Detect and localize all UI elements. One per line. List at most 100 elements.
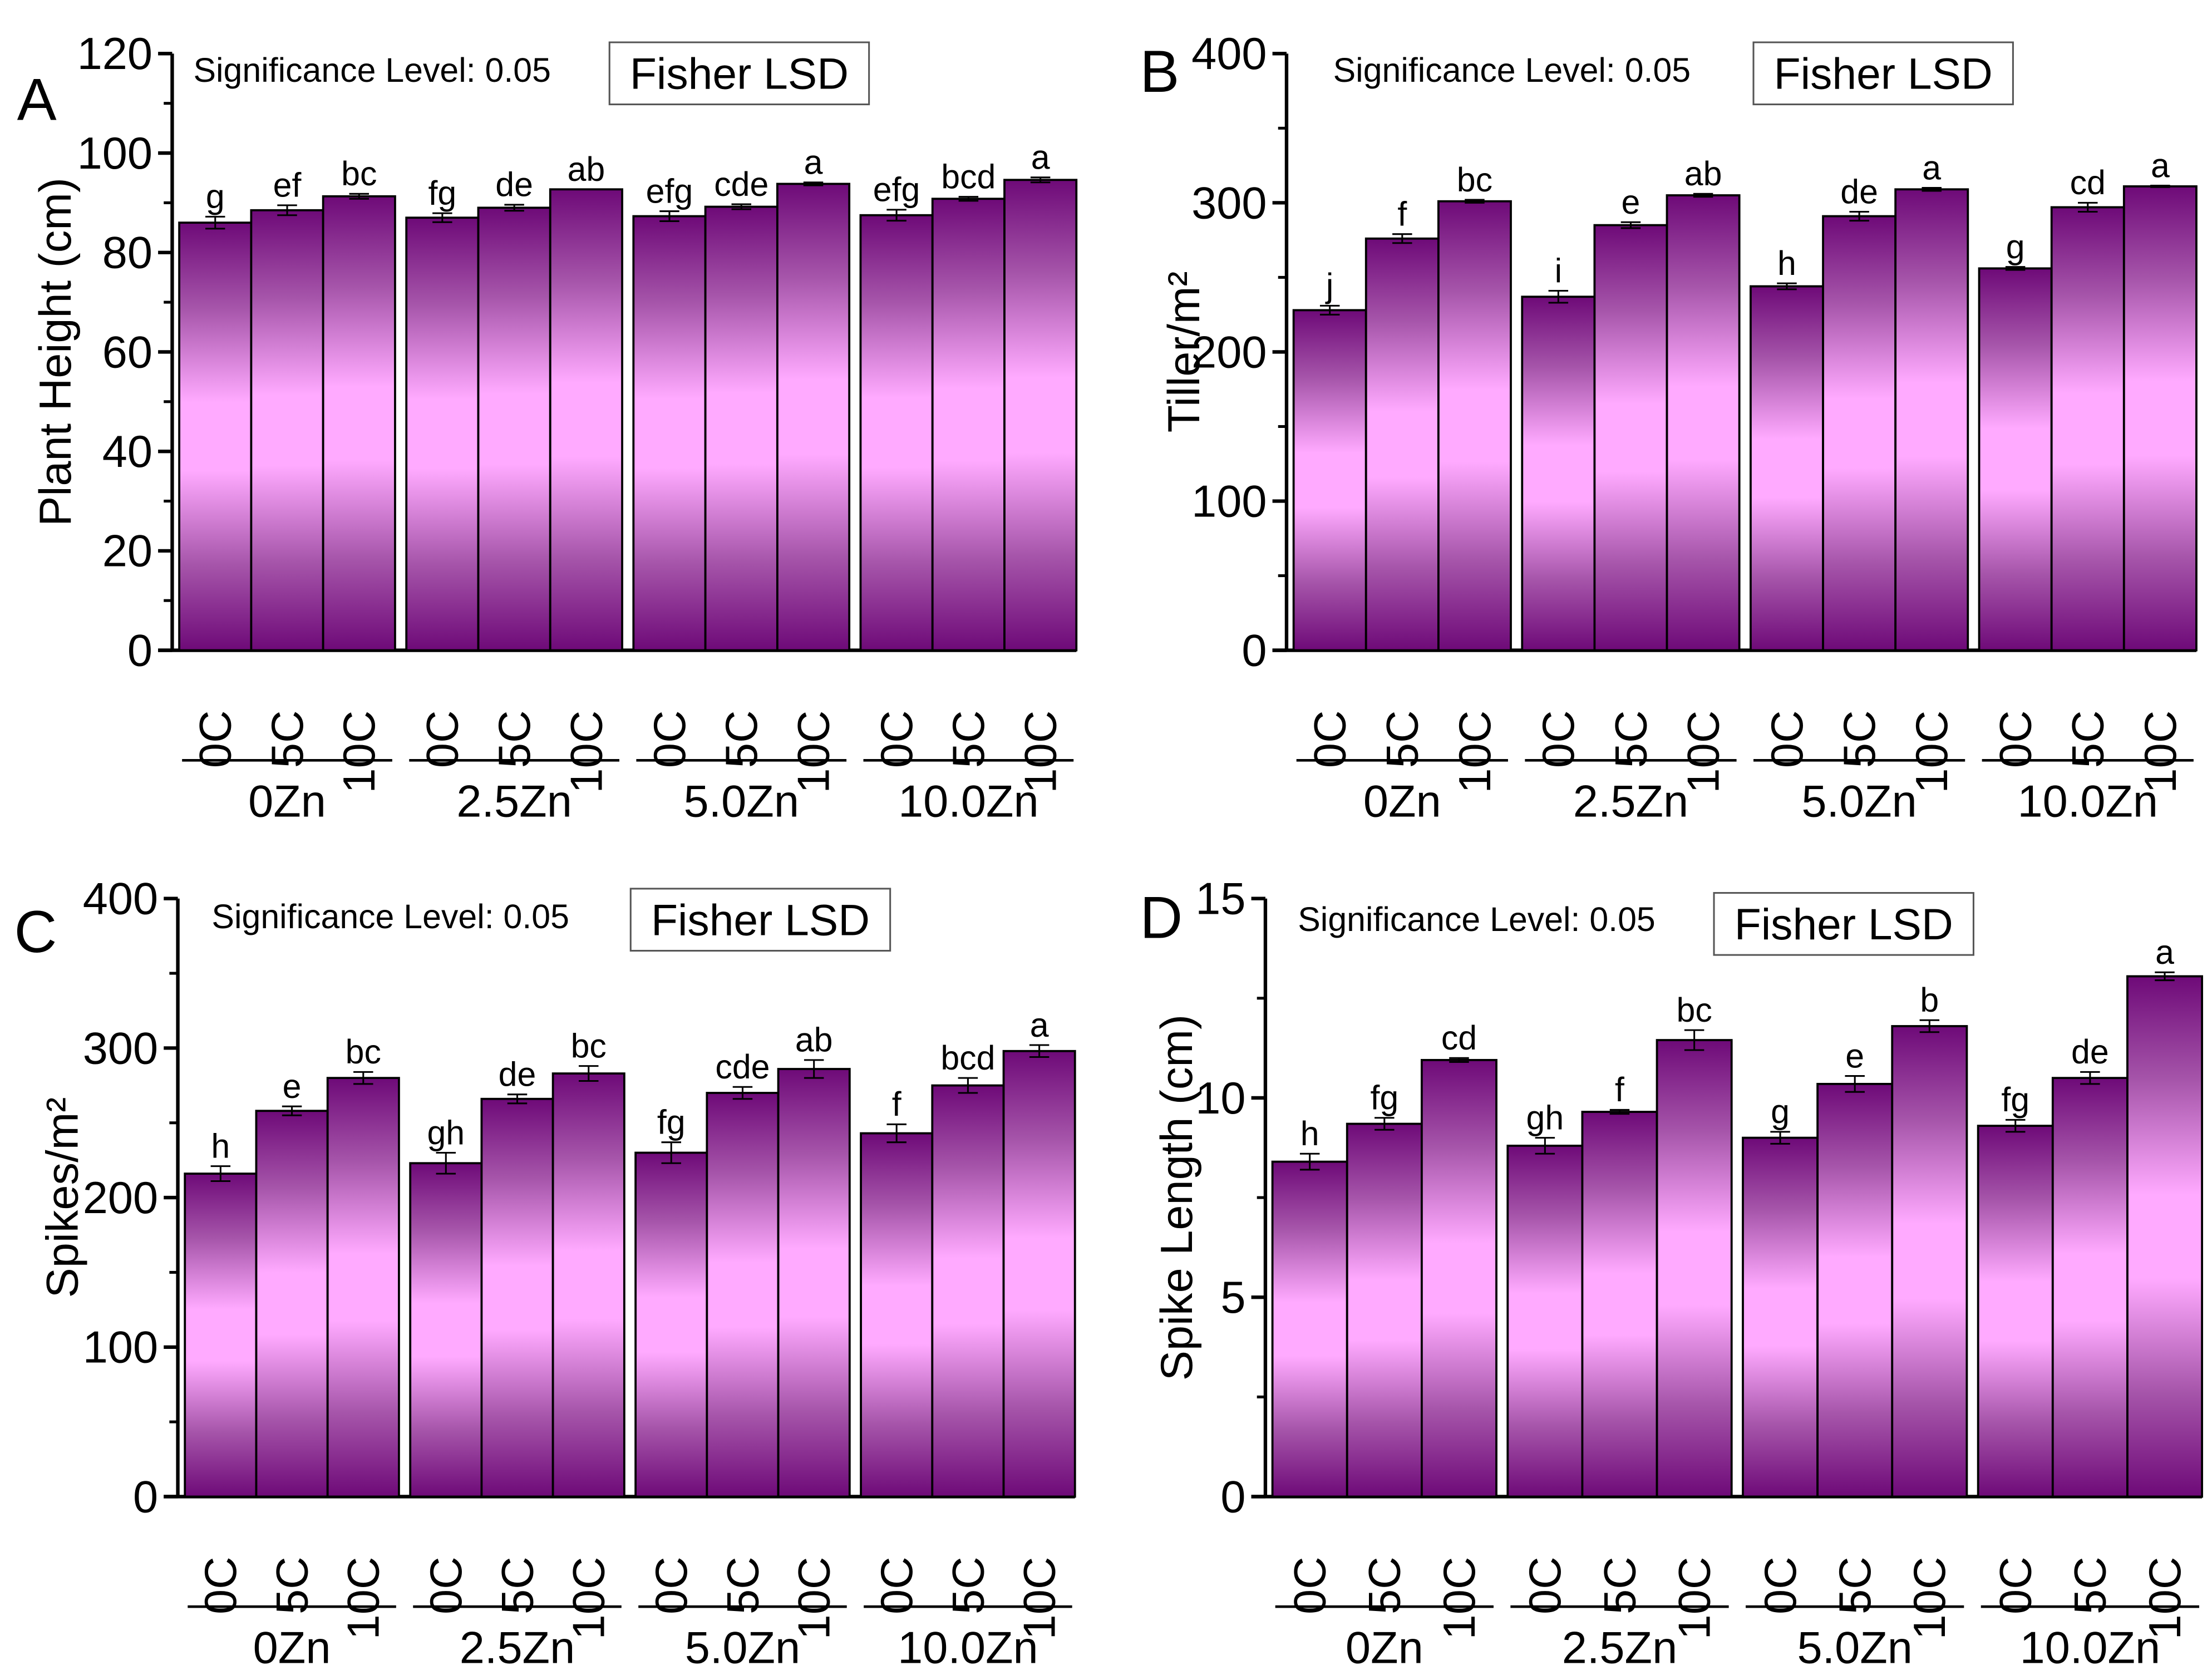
x-tick-label: 0C [647,1556,697,1614]
group-label: 2.5Zn [1573,777,1688,827]
significance-letter: efg [873,171,920,209]
x-tick-label: 10C [1670,1557,1720,1640]
x-tick-label: 0C [1534,710,1584,768]
significance-letter: fg [657,1103,686,1141]
bar [1002,1050,1076,1498]
significance-letter: bc [571,1027,607,1065]
significance-letter: gh [427,1114,465,1151]
x-tick-label: 10C [339,1557,389,1640]
bar [859,214,934,652]
bar [1822,215,1897,652]
significance-letter: a [1922,149,1941,186]
significance-letter: fg [2001,1081,2029,1119]
bar [250,209,324,652]
significance-note: Significance Level: 0.05 [1333,51,1691,89]
group-label: 2.5Zn [1562,1623,1677,1673]
bar [860,1132,934,1498]
y-tick-label: 300 [83,1023,158,1073]
bar [931,1084,1005,1498]
x-tick-label: 5C [1830,1556,1880,1614]
significance-letter: a [804,144,823,181]
x-tick-label: 5C [1606,710,1656,768]
bar [1521,295,1596,652]
significance-letter: j [1325,267,1334,304]
bar [1346,1122,1423,1498]
bar [405,216,480,652]
significance-letter: a [1030,1006,1049,1044]
significance-letter: f [1397,195,1407,233]
significance-letter: de [495,166,533,204]
significance-letter: h [1300,1115,1319,1152]
group-label: 5.0Zn [1797,1623,1912,1673]
y-tick-label: 40 [102,427,152,477]
x-tick-label: 5C [263,710,313,768]
significance-letter: ab [795,1021,833,1059]
x-tick-label: 10C [1678,711,1728,794]
significance-letter: gh [1526,1098,1564,1136]
x-tick-label: 10C [561,711,612,794]
test-label: Fisher LSD [1735,900,1953,949]
bar [551,1072,625,1498]
bar [549,188,623,652]
significance-letter: g [1771,1093,1790,1131]
x-tick-label: 0C [196,1556,246,1614]
bar [1506,1145,1584,1498]
group-label: 10.0Zn [2017,777,2158,827]
y-tick-label: 200 [83,1173,158,1223]
x-tick-label: 10C [1905,1557,1955,1640]
significance-letter: de [2071,1033,2109,1071]
y-tick-label: 400 [83,874,158,924]
bar [1292,309,1367,652]
significance-letter: b [1920,981,1939,1019]
x-tick-label: 5C [718,1556,768,1614]
bar [2050,206,2125,652]
significance-letter: efg [646,172,693,210]
y-tick-label: 0 [1220,1472,1245,1522]
x-tick-label: 0C [1991,710,2041,768]
x-tick-label: 10C [790,1557,840,1640]
y-tick-label: 0 [127,625,152,676]
y-tick-label: 60 [102,327,152,377]
panel-letter: D [1140,885,1183,951]
bar [1420,1058,1497,1498]
test-box [629,888,891,952]
bar [1656,1039,1733,1498]
bar [477,206,551,652]
significance-letter: i [1555,252,1563,289]
significance-letter: ab [568,150,605,188]
y-tick-label: 400 [1191,29,1267,79]
y-tick-label: 15 [1195,874,1245,924]
x-tick-label: 5C [1595,1556,1645,1614]
x-tick-label: 0C [872,710,922,768]
x-tick-label: 5C [943,1556,993,1614]
test-label: Fisher LSD [1774,50,1993,98]
bar [409,1162,483,1498]
group-label: 5.0Zn [1801,777,1917,827]
bar [1437,200,1512,652]
x-tick-label: 0C [1305,710,1356,768]
x-tick-label: 0C [872,1556,922,1614]
bar [1271,1160,1348,1498]
bar [706,1092,780,1498]
x-tick-label: 5C [490,710,540,768]
bar [184,1172,258,1498]
significance-letter: bcd [941,157,996,195]
bar [1977,1125,2054,1498]
x-tick-label: 0C [1756,1556,1806,1614]
test-box [1713,892,1974,956]
significance-letter: e [1622,183,1640,221]
y-tick-label: 10 [1195,1073,1245,1124]
y-tick-label: 5 [1220,1273,1245,1323]
y-tick-label: 0 [1242,625,1267,676]
x-tick-label: 10C [2140,1557,2190,1640]
x-tick-label: 0C [418,710,468,768]
panel-letter: C [14,899,57,965]
y-tick-label: 200 [1191,327,1267,377]
significance-letter: bc [1457,161,1492,199]
bar [326,1077,400,1498]
significance-letter: e [1845,1037,1864,1075]
y-tick-label: 80 [102,228,152,278]
x-tick-label: 5C [492,1556,543,1614]
y-tick-label: 20 [102,526,152,577]
